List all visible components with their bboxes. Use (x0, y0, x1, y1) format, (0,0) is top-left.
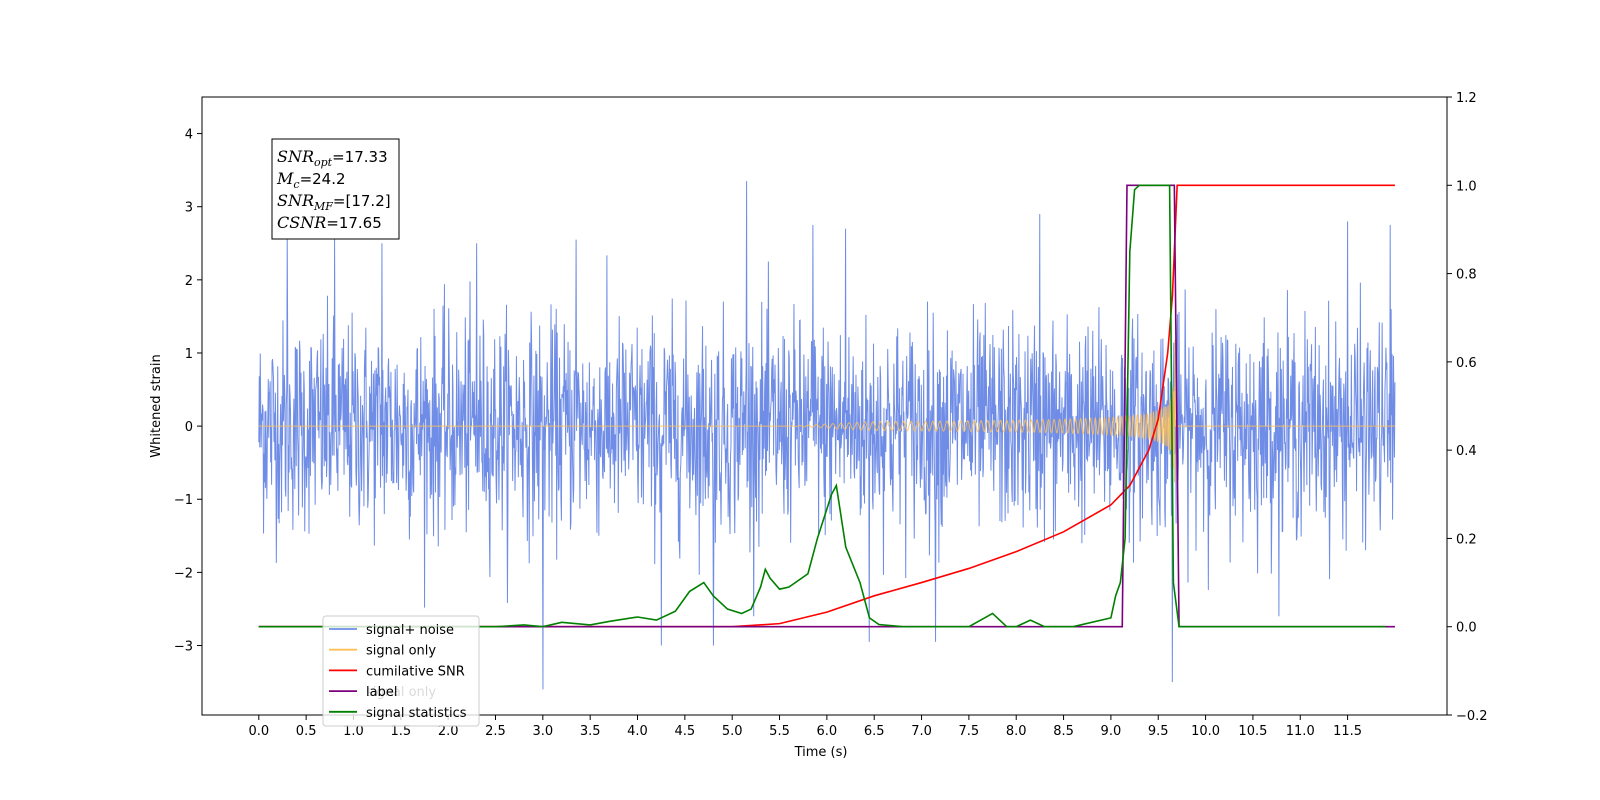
info-line: SNRMF=[17.2] (277, 191, 391, 213)
x-tick-label: 10.5 (1238, 724, 1267, 739)
y-left-tick-label: 2 (185, 274, 193, 289)
legend: signal+ noise signal only cumilative SNR la… (322, 615, 480, 727)
y-axis-left: 4 3 2 1 0 −1 −2 −3 (174, 128, 202, 655)
x-tick-label: 10.0 (1191, 724, 1220, 739)
y-right-tick-label: −0.2 (1456, 709, 1488, 724)
y-left-tick-label: −3 (174, 640, 193, 655)
x-tick-label: 5.5 (769, 724, 790, 739)
x-axis-label: Time (s) (794, 745, 848, 760)
y-left-tick-label: 1 (185, 347, 193, 362)
series-signal-noise (258, 181, 1396, 690)
series-signal-statistics (258, 184, 1386, 628)
y-left-tick-label: −2 (174, 566, 193, 581)
legend-entry: signal+ noise (366, 623, 454, 638)
x-axis: 0.0 0.5 1.0 1.5 2.0 2.5 3.0 3.5 4.0 4.5 5.0 5.5 6.0 6… (248, 715, 1362, 739)
x-tick-label: 0.5 (296, 724, 317, 739)
x-tick-label: 4.5 (675, 724, 696, 739)
x-tick-label: 2.0 (438, 724, 459, 739)
legend-entry: label (366, 685, 397, 700)
y-left-tick-label: −1 (174, 493, 193, 508)
x-tick-label: 9.0 (1101, 724, 1122, 739)
x-tick-label: 7.0 (911, 724, 932, 739)
x-tick-label: 5.0 (722, 724, 743, 739)
series-layer (258, 181, 1396, 690)
y-left-tick-label: 4 (185, 128, 193, 143)
legend-entry: signal only (366, 644, 436, 659)
y-right-tick-label: 0.0 (1456, 621, 1477, 636)
y-axis-right: 1.2 1.0 0.8 0.6 0.4 0.2 0.0 −0.2 (1447, 91, 1488, 724)
x-tick-label: 0.0 (248, 724, 269, 739)
y-right-tick-label: 0.8 (1456, 268, 1477, 283)
legend-frame (322, 615, 480, 727)
info-line: Mc=24.2 (276, 169, 346, 191)
legend-entry: cumilative SNR (366, 664, 465, 679)
series-cumilative-snr (258, 184, 1395, 628)
x-tick-label: 6.5 (864, 724, 885, 739)
info-box: SNRopt=17.33Mc=24.2SNRMF=[17.2]CSNR=17.6… (271, 138, 400, 240)
y-left-tick-label: 0 (185, 420, 193, 435)
y-right-tick-label: 0.4 (1456, 444, 1477, 459)
y-right-tick-label: 1.2 (1456, 91, 1477, 106)
info-line: SNRopt=17.33 (277, 147, 388, 169)
info-box-frame (271, 138, 400, 240)
x-tick-label: 3.5 (580, 724, 601, 739)
x-tick-label: 1.5 (390, 724, 411, 739)
x-tick-label: 6.0 (817, 724, 838, 739)
x-tick-label: 9.5 (1148, 724, 1169, 739)
plot-frame (201, 96, 1448, 716)
x-tick-label: 7.5 (959, 724, 980, 739)
legend-ghost-text: signal only (366, 685, 436, 700)
x-tick-label: 11.0 (1286, 724, 1315, 739)
x-tick-label: 11.5 (1333, 724, 1362, 739)
y-right-tick-label: 0.6 (1456, 356, 1477, 371)
x-tick-label: 8.5 (1053, 724, 1074, 739)
x-tick-label: 2.5 (485, 724, 506, 739)
x-tick-label: 3.0 (532, 724, 553, 739)
series-signal-only (258, 339, 1395, 483)
y-axis-label-left: Whitened strain (149, 354, 164, 457)
y-right-tick-label: 0.2 (1456, 532, 1477, 547)
legend-entry: signal statistics (366, 706, 467, 721)
y-right-tick-label: 1.0 (1456, 179, 1477, 194)
info-line: CSNR=17.65 (277, 213, 382, 232)
x-tick-label: 1.0 (343, 724, 364, 739)
x-tick-label: 8.0 (1006, 724, 1027, 739)
y-left-tick-label: 3 (185, 201, 193, 216)
x-tick-label: 4.0 (627, 724, 648, 739)
